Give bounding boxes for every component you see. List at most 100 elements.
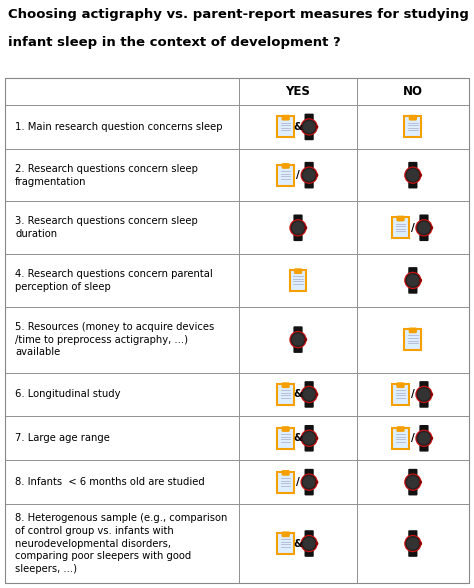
FancyBboxPatch shape (304, 445, 314, 452)
Bar (5, 254, 239, 307)
Bar (357, 416, 469, 460)
FancyBboxPatch shape (277, 165, 294, 186)
Text: 2. Research questions concern sleep
fragmentation: 2. Research questions concern sleep frag… (15, 164, 198, 186)
FancyBboxPatch shape (408, 488, 418, 496)
Bar (239, 105, 357, 149)
Text: /: / (411, 389, 415, 399)
FancyBboxPatch shape (304, 400, 314, 407)
Bar (239, 460, 357, 504)
Circle shape (302, 168, 316, 182)
FancyBboxPatch shape (408, 530, 418, 537)
Text: 6. Longitudinal study: 6. Longitudinal study (15, 389, 120, 399)
Bar (357, 105, 469, 149)
Circle shape (290, 332, 306, 348)
Circle shape (316, 437, 318, 439)
Circle shape (304, 433, 315, 444)
Circle shape (419, 174, 421, 176)
Text: 7. Large age range: 7. Large age range (15, 433, 110, 443)
Bar (5, 460, 239, 504)
Circle shape (430, 227, 432, 229)
FancyBboxPatch shape (304, 530, 314, 537)
Circle shape (292, 334, 303, 345)
Bar (239, 373, 357, 416)
FancyBboxPatch shape (408, 550, 418, 557)
Bar (239, 504, 357, 583)
FancyBboxPatch shape (392, 218, 409, 238)
Circle shape (406, 475, 419, 489)
FancyBboxPatch shape (304, 113, 314, 121)
Circle shape (316, 543, 318, 544)
Circle shape (301, 430, 317, 446)
Circle shape (304, 122, 315, 132)
Bar (239, 78, 357, 105)
Circle shape (302, 387, 316, 401)
FancyBboxPatch shape (304, 133, 314, 140)
FancyBboxPatch shape (408, 267, 418, 275)
Circle shape (290, 220, 306, 236)
FancyBboxPatch shape (419, 400, 428, 407)
Circle shape (301, 474, 317, 490)
FancyBboxPatch shape (408, 181, 418, 189)
Text: 1. Main research question concerns sleep: 1. Main research question concerns sleep (15, 122, 222, 132)
Circle shape (419, 543, 421, 544)
Circle shape (430, 437, 432, 439)
Circle shape (316, 126, 318, 128)
FancyBboxPatch shape (277, 533, 294, 554)
FancyBboxPatch shape (293, 326, 302, 333)
FancyBboxPatch shape (293, 215, 302, 222)
Circle shape (302, 537, 316, 550)
FancyBboxPatch shape (408, 469, 418, 476)
Circle shape (302, 432, 316, 445)
FancyBboxPatch shape (304, 162, 314, 169)
Bar (357, 78, 469, 105)
Circle shape (316, 393, 318, 395)
Circle shape (416, 220, 432, 236)
Circle shape (291, 221, 305, 235)
Circle shape (302, 120, 316, 133)
Bar (357, 254, 469, 307)
Circle shape (419, 433, 429, 444)
Bar (357, 504, 469, 583)
Bar (239, 307, 357, 373)
Circle shape (408, 538, 418, 549)
Text: 8. Heterogenous sample (e.g., comparison
of control group vs. infants with
neuro: 8. Heterogenous sample (e.g., comparison… (15, 513, 228, 574)
Text: YES: YES (285, 85, 310, 98)
Bar (357, 307, 469, 373)
FancyBboxPatch shape (283, 471, 289, 475)
Text: &: & (293, 122, 302, 132)
FancyBboxPatch shape (410, 116, 416, 119)
Bar (357, 373, 469, 416)
Text: infant sleep in the context of development ?: infant sleep in the context of developme… (8, 36, 341, 49)
Circle shape (408, 275, 418, 286)
Bar (239, 149, 357, 202)
FancyBboxPatch shape (283, 164, 289, 168)
Circle shape (416, 430, 432, 446)
Text: /: / (411, 223, 415, 233)
FancyBboxPatch shape (397, 383, 403, 387)
FancyBboxPatch shape (304, 425, 314, 432)
Bar (5, 202, 239, 254)
FancyBboxPatch shape (404, 116, 421, 138)
Circle shape (419, 389, 429, 400)
Circle shape (405, 167, 421, 183)
FancyBboxPatch shape (392, 384, 409, 405)
Circle shape (291, 333, 305, 346)
FancyBboxPatch shape (419, 234, 428, 241)
Circle shape (406, 168, 419, 182)
Circle shape (302, 475, 316, 489)
Text: Choosing actigraphy vs. parent-report measures for studying: Choosing actigraphy vs. parent-report me… (8, 8, 469, 21)
FancyBboxPatch shape (277, 472, 294, 493)
Circle shape (417, 221, 431, 235)
FancyBboxPatch shape (419, 215, 428, 222)
FancyBboxPatch shape (277, 384, 294, 405)
Bar (5, 105, 239, 149)
Text: /: / (411, 433, 415, 443)
Bar (357, 202, 469, 254)
Bar (357, 460, 469, 504)
Text: /: / (296, 170, 300, 180)
Circle shape (408, 477, 418, 487)
FancyBboxPatch shape (304, 488, 314, 496)
FancyBboxPatch shape (293, 234, 302, 241)
Bar (5, 149, 239, 202)
Circle shape (304, 170, 315, 181)
